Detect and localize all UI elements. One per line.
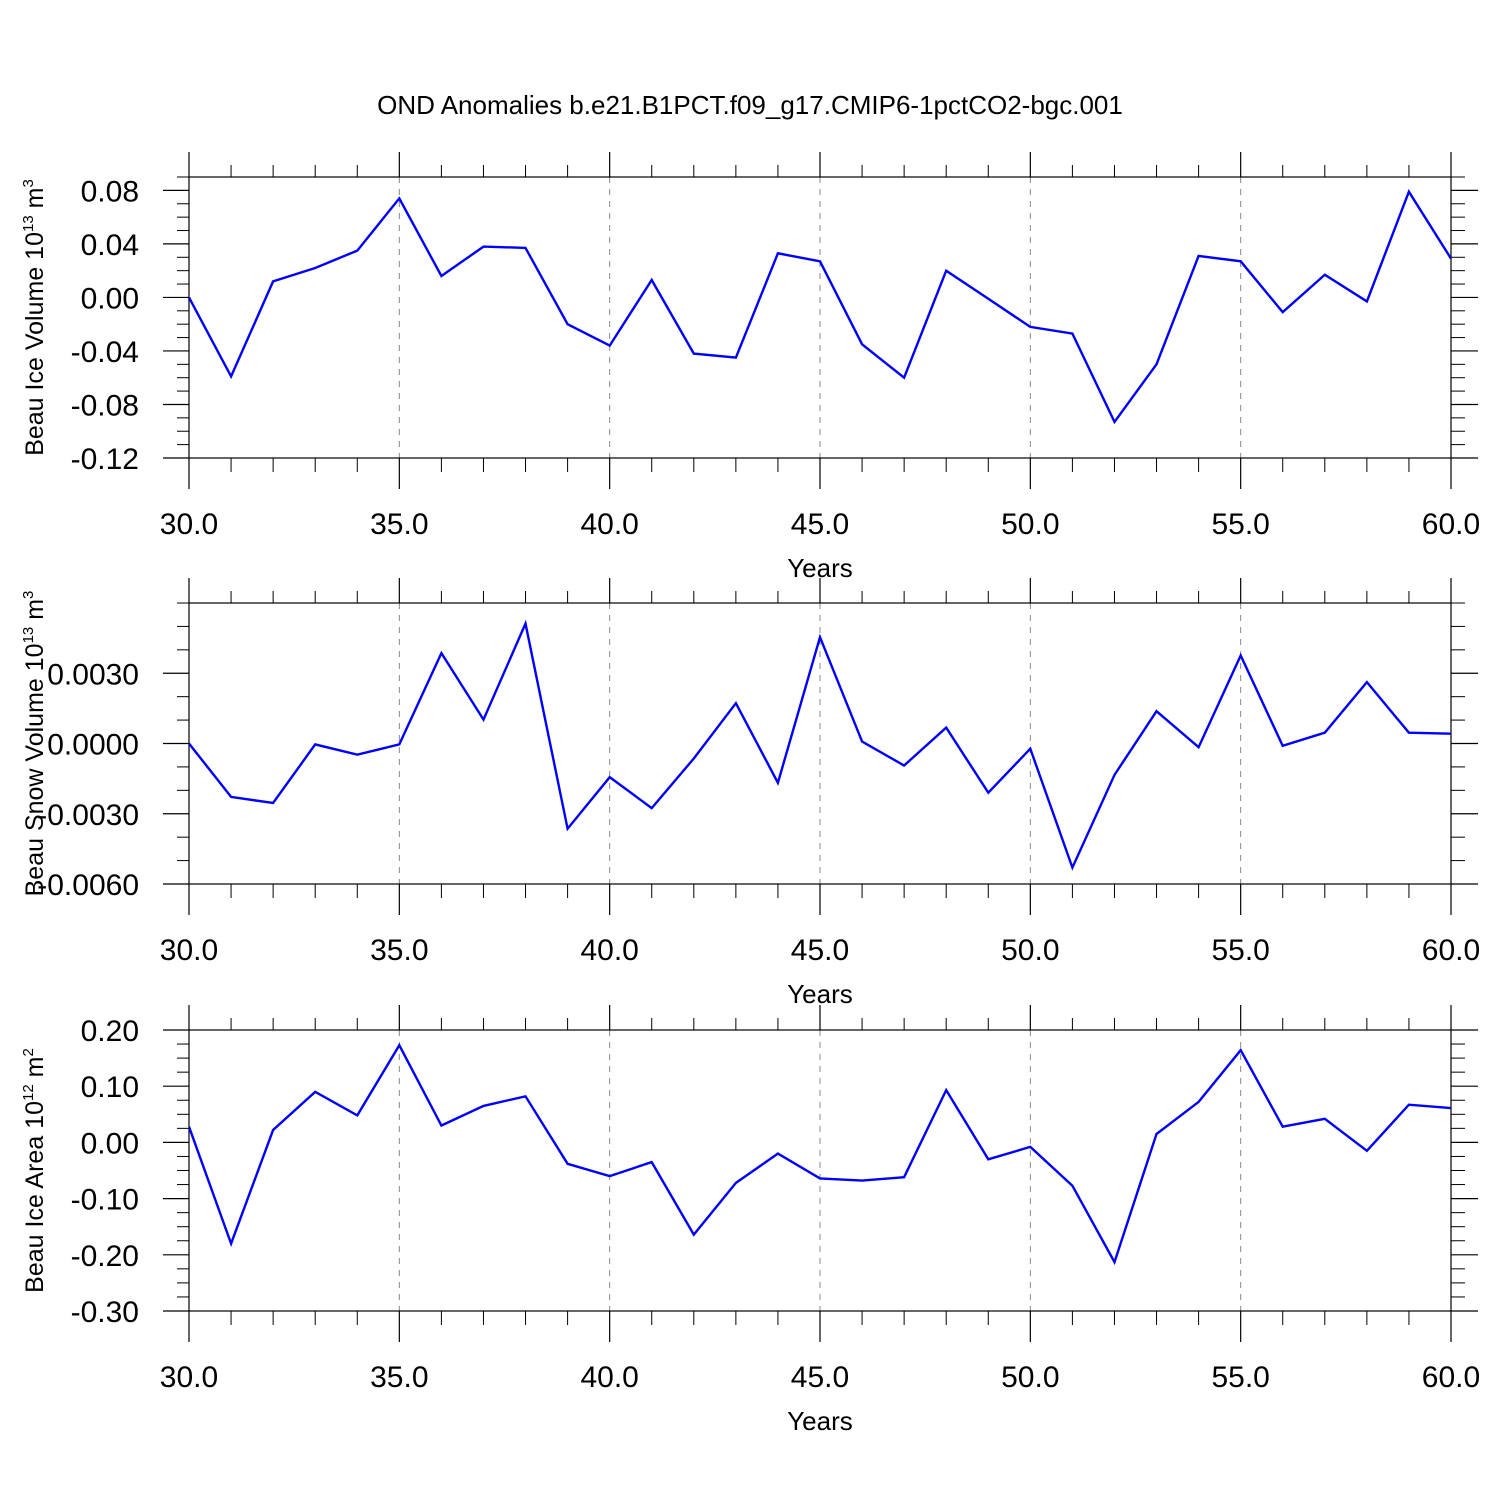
y-axis-label: Beau Ice Area 1012 m2 bbox=[20, 1048, 49, 1293]
x-tick-label: 55.0 bbox=[1211, 508, 1269, 541]
x-tick-label: 55.0 bbox=[1211, 934, 1269, 967]
x-tick-label: 40.0 bbox=[580, 934, 638, 967]
y-tick-label: 0.20 bbox=[81, 1015, 139, 1048]
y-tick-label: -0.12 bbox=[71, 443, 139, 476]
y-tick-label: 0.0030 bbox=[47, 658, 139, 691]
y-tick-label: 0.04 bbox=[81, 229, 139, 262]
y-tick-label: -0.10 bbox=[71, 1184, 139, 1217]
x-tick-label: 35.0 bbox=[370, 934, 428, 967]
x-tick-label: 45.0 bbox=[791, 1361, 849, 1394]
x-tick-label: 45.0 bbox=[791, 934, 849, 967]
x-tick-label: 60.0 bbox=[1422, 1361, 1480, 1394]
plot-frame bbox=[188, 176, 1452, 459]
x-tick-label: 30.0 bbox=[160, 1361, 218, 1394]
y-tick-label: 0.00 bbox=[81, 1127, 139, 1160]
y-tick-label: -0.30 bbox=[71, 1296, 139, 1329]
x-tick-label: 40.0 bbox=[580, 1361, 638, 1394]
figure-title: OND Anomalies b.e21.B1PCT.f09_g17.CMIP6-… bbox=[377, 90, 1123, 120]
x-tick-label: 35.0 bbox=[370, 508, 428, 541]
panel-1: 30.0 35.0 40.0 45.0 50.0 55.0 60.0Years-0.12-0… bbox=[20, 152, 1480, 583]
chart-panels: 30.0 35.0 40.0 45.0 50.0 55.0 60.0 Years -0.12 -0… bbox=[20, 152, 1480, 1436]
x-tick-label: 35.0 bbox=[370, 1361, 428, 1394]
x-axis-label: Years bbox=[787, 979, 853, 1009]
x-tick-label: 60.0 bbox=[1422, 508, 1480, 541]
x-tick-label: 30.0 bbox=[160, 934, 218, 967]
y-tick-label: -0.0030 bbox=[37, 799, 139, 832]
panel-3: 30.0 35.0 40.0 45.0 50.0 55.0 60.0 Years -0.30 -0… bbox=[20, 1005, 1480, 1436]
x-tick-label: 55.0 bbox=[1211, 1361, 1269, 1394]
y-tick-label: 0.0000 bbox=[47, 729, 139, 762]
y-axis-label: Beau Ice Volume 1013 m3 bbox=[20, 179, 49, 456]
x-tick-label: 45.0 bbox=[791, 508, 849, 541]
plot-frame bbox=[188, 602, 1452, 885]
x-axis-label: Years bbox=[787, 1406, 853, 1436]
y-tick-label: -0.08 bbox=[71, 389, 139, 422]
y-tick-label: -0.20 bbox=[71, 1240, 139, 1273]
series-line bbox=[189, 189, 1451, 425]
y-tick-label: -0.04 bbox=[71, 336, 139, 369]
series-line bbox=[189, 1042, 1451, 1266]
y-tick-label: 0.00 bbox=[81, 282, 139, 315]
series-line bbox=[189, 619, 1451, 871]
plot-frame bbox=[188, 1029, 1452, 1312]
x-tick-label: 60.0 bbox=[1422, 934, 1480, 967]
x-tick-label: 40.0 bbox=[580, 508, 638, 541]
panel-2: 30.0 35.0 40.0 45.0 50.0 55.0 60.0 Years -0.0060… bbox=[20, 578, 1480, 1009]
x-tick-label: 30.0 bbox=[160, 508, 218, 541]
y-axis-label: Beau Snow Volume 1013 m3 bbox=[20, 591, 49, 897]
x-tick-label: 50.0 bbox=[1001, 934, 1059, 967]
x-tick-label: 50.0 bbox=[1001, 1361, 1059, 1394]
y-tick-label: 0.08 bbox=[81, 175, 139, 208]
x-tick-label: 50.0 bbox=[1001, 508, 1059, 541]
y-tick-label: -0.0060 bbox=[37, 869, 139, 902]
y-tick-label: 0.10 bbox=[81, 1071, 139, 1104]
